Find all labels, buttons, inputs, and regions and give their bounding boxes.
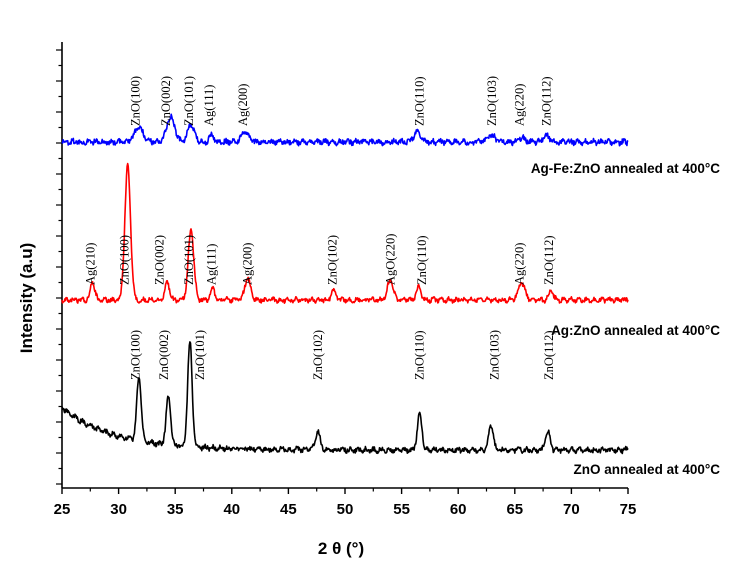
series-line	[61, 113, 629, 147]
x-tick-label: 30	[110, 501, 127, 518]
x-tick-label: 40	[223, 501, 240, 518]
peak-label: ZnO(101)	[182, 235, 196, 285]
series-line	[61, 341, 629, 455]
peak-label: ZnO(101)	[193, 330, 207, 380]
x-tick-label: 75	[620, 501, 637, 518]
peak-label: ZnO(110)	[413, 76, 427, 126]
x-tick-label: 55	[393, 501, 410, 518]
peak-label: Ag(200)	[236, 84, 250, 126]
peak-label: Ag(111)	[202, 85, 216, 126]
axes: 25 30 35 40 45 50 55 60 65 70 75	[54, 42, 637, 518]
peak-label: Ag(200)	[241, 243, 255, 285]
series-labels-layer: ZnO annealed at 400°C Ag:ZnO annealed at …	[531, 161, 720, 477]
peak-label: ZnO(002)	[152, 235, 166, 285]
peak-label: ZnO(002)	[159, 76, 173, 126]
x-tick-label: 35	[167, 501, 184, 518]
peak-label: Ag(220)	[512, 84, 526, 126]
x-axis-title: 2 θ (°)	[318, 539, 364, 558]
peak-label: ZnO(002)	[157, 330, 171, 380]
peak-label: ZnO(112)	[540, 76, 554, 126]
peak-label: ZnO(100)	[129, 76, 143, 126]
peak-label: ZnO(110)	[415, 235, 429, 285]
peak-label: ZnO(112)	[542, 235, 556, 285]
peak-label: ZnO(100)	[129, 330, 143, 380]
series-label: Ag:ZnO annealed at 400°C	[551, 323, 720, 338]
peak-label: ZnO(103)	[487, 330, 501, 380]
peak-label: ZnO(100)	[117, 235, 131, 285]
series-line	[61, 162, 629, 305]
x-tick-label: 50	[337, 501, 354, 518]
peak-label: Ag(220)	[512, 243, 526, 285]
peak-label: ZnO(112)	[542, 330, 556, 380]
x-tick-label: 25	[54, 501, 71, 518]
peak-labels-layer: ZnO(100) ZnO(002) ZnO(101) ZnO(102) ZnO(110)…	[83, 76, 556, 380]
peak-label: ZnO(110)	[413, 330, 427, 380]
x-tick-label: 65	[506, 501, 523, 518]
peak-label: ZnO(101)	[182, 76, 196, 126]
peak-label: ZnO(102)	[326, 235, 340, 285]
x-tick-label: 60	[450, 501, 467, 518]
peak-label: ZnO(103)	[485, 76, 499, 126]
peak-label: Ag(111)	[204, 244, 218, 285]
x-tick-label: 70	[563, 501, 580, 518]
peak-label: Ag(210)	[83, 243, 97, 285]
series-layer	[61, 113, 629, 455]
peak-label: AgO(220)	[383, 234, 397, 285]
x-tick-label: 45	[280, 501, 297, 518]
peak-label: ZnO(102)	[311, 330, 325, 380]
series-label: Ag-Fe:ZnO annealed at 400°C	[531, 161, 720, 176]
y-axis-title: Intensity (a.u)	[17, 243, 36, 354]
series-label: ZnO annealed at 400°C	[574, 462, 721, 477]
